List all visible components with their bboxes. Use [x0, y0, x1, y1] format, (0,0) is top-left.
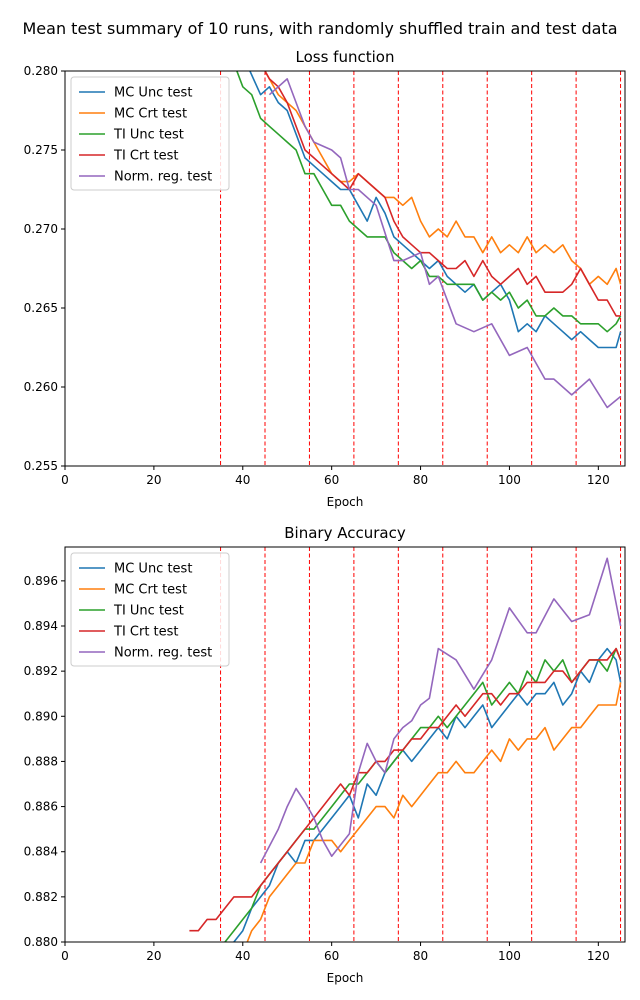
loss-y-tick-label: 0.270	[24, 222, 58, 236]
loss-x-axis-label: Epoch	[327, 495, 364, 509]
loss-series-line-mc-crt	[264, 71, 622, 286]
loss-series-line-ti-crt	[264, 71, 621, 317]
loss-y-tick-label: 0.280	[24, 64, 58, 78]
accuracy-y-tick-label: 0.892	[24, 664, 58, 678]
loss-series-line-mc-unc	[249, 71, 622, 349]
loss-series-line-norm-reg	[268, 78, 622, 409]
accuracy-legend-label: MC Crt test	[114, 583, 187, 598]
loss-x-tick-label: 100	[498, 473, 521, 487]
accuracy-y-tick-label: 0.890	[24, 709, 58, 723]
accuracy-plot-frame	[64, 546, 626, 943]
loss-legend-label: TI Unc test	[113, 128, 184, 143]
accuracy-y-tick-label: 0.896	[24, 574, 58, 588]
loss-plot-frame	[64, 70, 626, 467]
accuracy-legend-label: TI Unc test	[113, 604, 184, 619]
accuracy-y-tick-label: 0.884	[24, 845, 58, 859]
accuracy-y-tick-label: 0.888	[24, 754, 58, 768]
accuracy-x-tick-label: 60	[324, 949, 339, 963]
loss-x-tick-label: 120	[587, 473, 610, 487]
accuracy-x-tick-label: 0	[61, 949, 69, 963]
accuracy-legend-box	[70, 552, 230, 667]
loss-x-tick-label: 60	[324, 473, 339, 487]
loss-chart-title: Loss function	[296, 48, 395, 66]
accuracy-x-tick-label: 80	[413, 949, 428, 963]
accuracy-series-line-mc-unc	[232, 647, 622, 942]
accuracy-legend-label: Norm. reg. test	[114, 646, 212, 661]
accuracy-y-tick-label: 0.880	[24, 935, 58, 949]
accuracy-series-line-ti-crt	[189, 647, 622, 932]
accuracy-chart: Binary Accuracy 0 20 40 60 80 100 120 0.8800.8…	[24, 524, 626, 985]
loss-x-axis-ticks: 0 20 40 60 80 100 120	[61, 466, 610, 487]
accuracy-chart-title: Binary Accuracy	[284, 524, 406, 542]
accuracy-x-tick-label: 20	[146, 949, 161, 963]
loss-y-tick-label: 0.265	[24, 301, 58, 315]
accuracy-series-lines	[189, 557, 622, 942]
accuracy-x-tick-label: 100	[498, 949, 521, 963]
loss-x-tick-label: 80	[413, 473, 428, 487]
accuracy-legend: MC Unc test MC Crt test TI Unc test TI Crt …	[70, 552, 230, 667]
loss-legend-label: Norm. reg. test	[114, 170, 212, 185]
loss-epoch-markers	[220, 71, 622, 466]
loss-y-axis-ticks: 0.255 0.260 0.265 0.270 0.275 0.280	[24, 64, 65, 473]
loss-legend-label: TI Crt test	[113, 149, 179, 164]
accuracy-x-axis-label: Epoch	[327, 971, 364, 985]
accuracy-y-tick-label: 0.886	[24, 800, 58, 814]
loss-series-lines	[236, 71, 622, 409]
loss-y-tick-label: 0.275	[24, 143, 58, 157]
loss-x-tick-label: 0	[61, 473, 69, 487]
loss-legend-label: MC Unc test	[114, 86, 192, 101]
loss-x-tick-label: 20	[146, 473, 161, 487]
loss-y-tick-label: 0.260	[24, 380, 58, 394]
accuracy-y-axis-ticks: 0.880 0.882 0.884 0.886 0.888 0.890 0.892 0.894…	[24, 574, 65, 949]
accuracy-y-tick-label: 0.894	[24, 619, 58, 633]
accuracy-epoch-markers	[220, 547, 622, 942]
accuracy-x-tick-label: 40	[235, 949, 250, 963]
accuracy-x-tick-label: 120	[587, 949, 610, 963]
loss-legend-box	[70, 76, 230, 191]
accuracy-x-axis-ticks: 0 20 40 60 80 100 120	[61, 942, 610, 963]
figure-suptitle: Mean test summary of 10 runs, with rando…	[22, 19, 617, 38]
accuracy-y-tick-label: 0.882	[24, 890, 58, 904]
loss-legend-label: MC Crt test	[114, 107, 187, 122]
accuracy-series-line-norm-reg	[259, 557, 622, 864]
accuracy-legend-label: TI Crt test	[113, 625, 179, 640]
loss-y-tick-label: 0.255	[24, 459, 58, 473]
accuracy-series-line-mc-crt	[246, 682, 622, 942]
loss-legend: MC Unc test MC Crt test TI Unc test TI Crt …	[70, 76, 230, 191]
loss-x-tick-label: 40	[235, 473, 250, 487]
loss-series-line-ti-unc	[236, 71, 622, 333]
loss-chart: Loss function 0 20 40 60 80 100 120 0.255 0.260…	[24, 48, 626, 509]
accuracy-legend-label: MC Unc test	[114, 562, 192, 577]
